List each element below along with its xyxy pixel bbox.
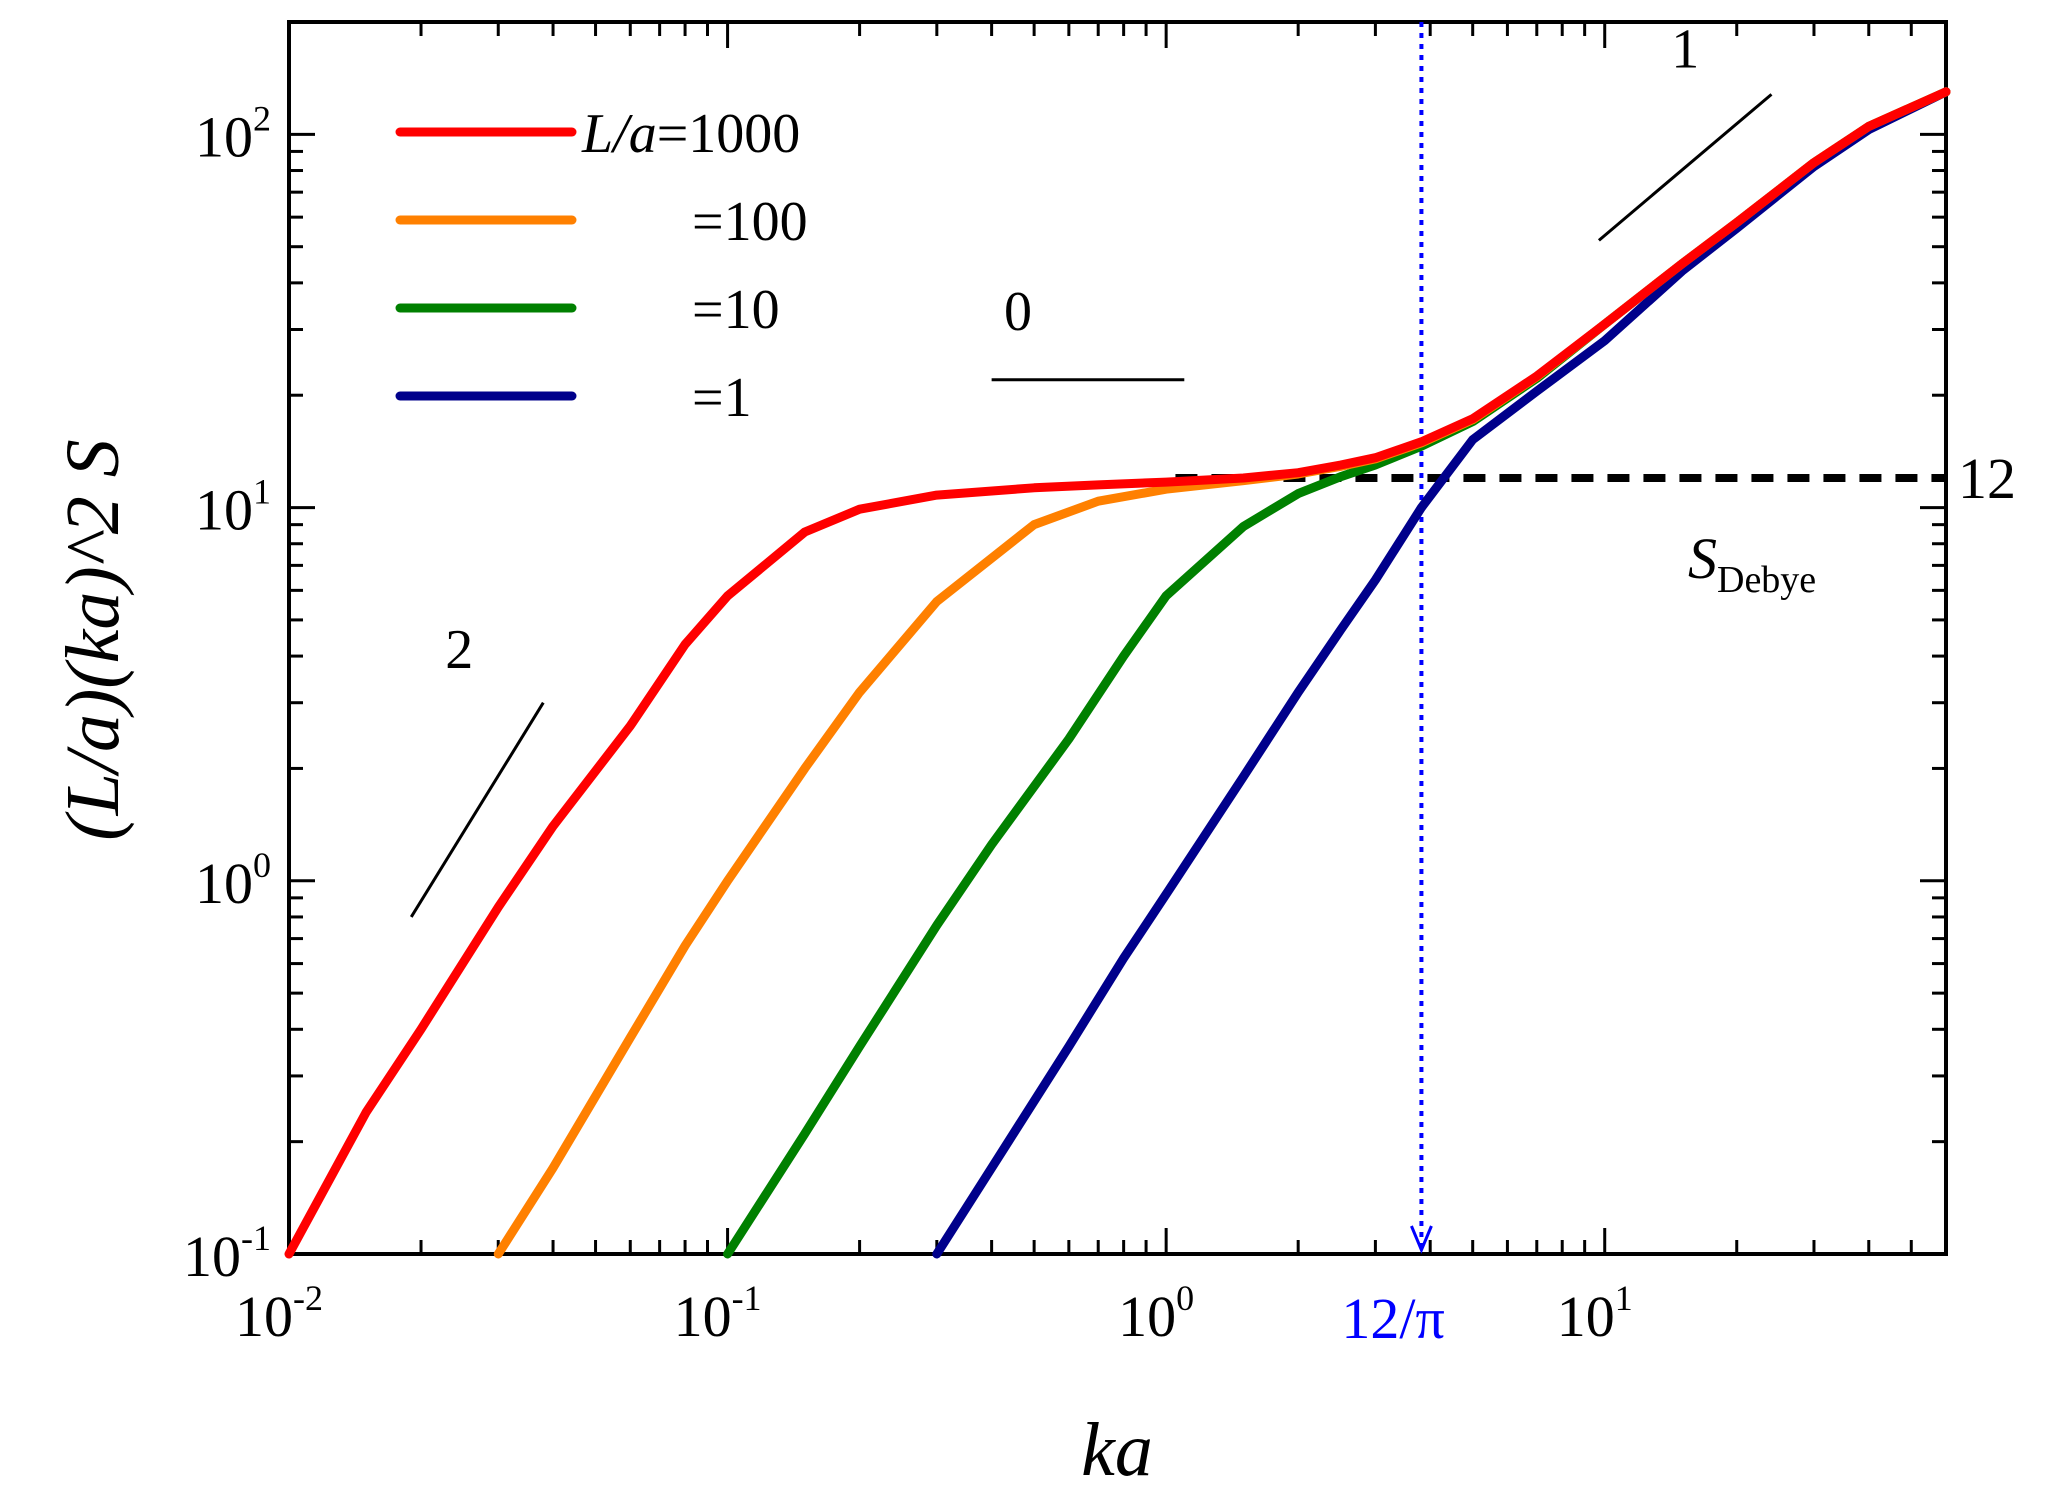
legend-label: =10 bbox=[692, 279, 780, 341]
y-tick-label: 101 bbox=[195, 472, 271, 543]
slope-mark-label: 1 bbox=[1671, 18, 1699, 80]
legend-value: =1000 bbox=[657, 103, 801, 165]
x-tick-exponent: -1 bbox=[732, 1278, 762, 1318]
crossover-arrowhead bbox=[1410, 1225, 1433, 1254]
legend-value: =100 bbox=[692, 191, 808, 253]
x-tick-label: 101 bbox=[1557, 1278, 1633, 1349]
x-tick-base: 10 bbox=[235, 1284, 293, 1349]
x-tick-exponent: 0 bbox=[1176, 1278, 1194, 1318]
legend: L/a=1000 =100 =10 =1 bbox=[395, 103, 808, 429]
series-line-l-a-1000 bbox=[284, 87, 1951, 1259]
slope-mark-line bbox=[1597, 93, 1773, 242]
series-line-l-a-100 bbox=[493, 87, 1951, 1259]
x-tick-label: 100 bbox=[1118, 1278, 1194, 1349]
legend-prefix: L/a bbox=[581, 103, 657, 165]
legend-label: =1 bbox=[692, 367, 752, 429]
slope-marks: 2 0 1 bbox=[409, 18, 1773, 918]
y-tick-label: 10-1 bbox=[183, 1218, 271, 1289]
debye-label: SDebye bbox=[1688, 526, 1816, 601]
plot-area-border bbox=[287, 20, 1948, 1256]
y-tick-exponent: 0 bbox=[253, 845, 271, 885]
x-tick-exponent: 1 bbox=[1615, 1278, 1633, 1318]
y-tick-base: 10 bbox=[183, 1224, 241, 1289]
debye-label-base: S bbox=[1688, 526, 1717, 591]
y-tick-label: 100 bbox=[195, 845, 271, 916]
series-lines bbox=[284, 87, 1951, 1259]
y-axis-title: (L/a)(ka)^2 S bbox=[51, 439, 135, 840]
major-ticks bbox=[287, 22, 1946, 1256]
legend-label: =100 bbox=[692, 191, 808, 253]
y-tick-exponent: 1 bbox=[253, 472, 271, 512]
x-tick-labels: 10-2 10-1 100 101 bbox=[235, 1278, 1633, 1349]
debye-label-sub: Debye bbox=[1717, 559, 1816, 601]
series-line-l-a-10 bbox=[723, 87, 1951, 1259]
x-tick-base: 10 bbox=[1557, 1284, 1615, 1349]
slope-mark-label: 0 bbox=[1004, 281, 1032, 343]
legend-label: L/a=1000 bbox=[581, 103, 800, 165]
minor-ticks bbox=[289, 20, 1948, 1254]
y-tick-base: 10 bbox=[195, 104, 253, 169]
slope-mark-line bbox=[409, 701, 545, 918]
x-tick-label: 10-2 bbox=[235, 1278, 323, 1349]
x-tick-base: 10 bbox=[674, 1284, 732, 1349]
y-tick-label: 102 bbox=[195, 98, 271, 169]
y-tick-exponent: -1 bbox=[241, 1218, 271, 1258]
reference-lines bbox=[1175, 22, 1946, 1254]
legend-value: =1 bbox=[692, 367, 752, 429]
legend-value: =10 bbox=[692, 279, 780, 341]
x-axis-title: ka bbox=[1081, 1408, 1153, 1492]
y-tick-base: 10 bbox=[195, 478, 253, 543]
x-tick-exponent: -2 bbox=[293, 1278, 323, 1318]
x-tick-label: 10-1 bbox=[674, 1278, 762, 1349]
y-tick-exponent: 2 bbox=[253, 98, 271, 138]
debye-value-label: 12 bbox=[1958, 446, 2016, 511]
slope-mark-label: 2 bbox=[445, 619, 473, 681]
plot-frame bbox=[287, 20, 1948, 1256]
annotations: 12 SDebye 12/π bbox=[1341, 446, 2016, 1351]
crossover-label: 12/π bbox=[1341, 1286, 1444, 1351]
y-tick-base: 10 bbox=[195, 851, 253, 916]
x-tick-base: 10 bbox=[1118, 1284, 1176, 1349]
series-line-l-a-1 bbox=[932, 87, 1951, 1259]
